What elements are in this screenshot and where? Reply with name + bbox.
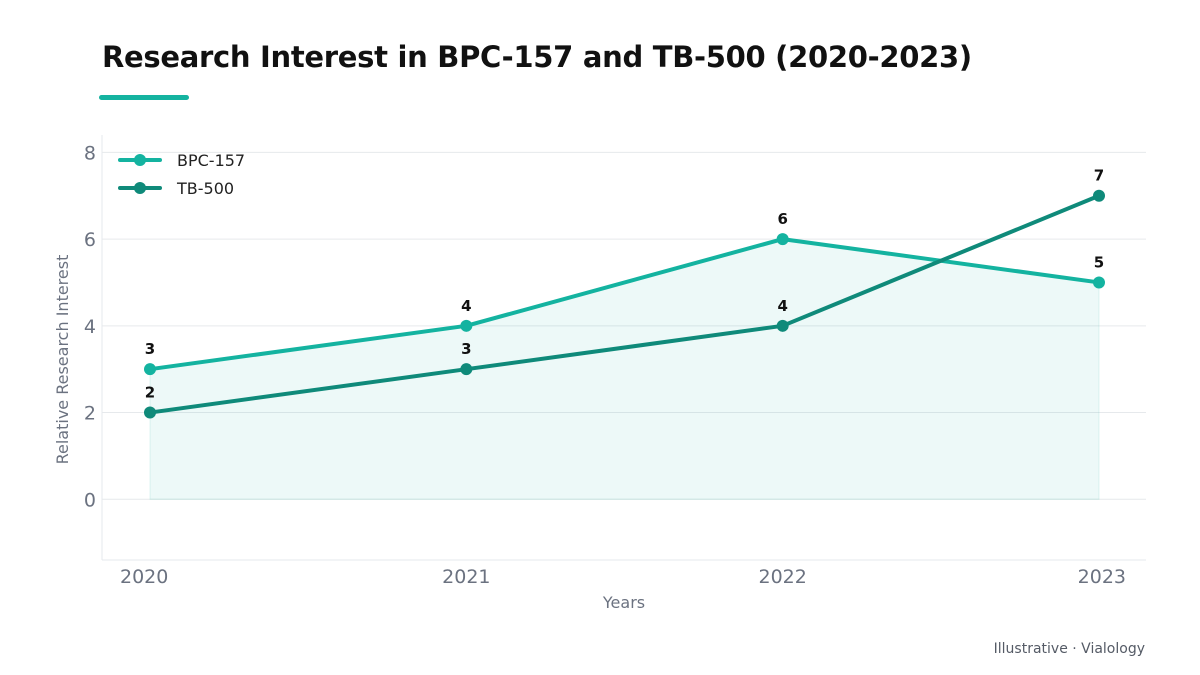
data-labels: 3 4 6 5 2 3 4 7 bbox=[145, 167, 1104, 402]
data-point-TB-500-2020 bbox=[144, 406, 156, 419]
data-point-BPC-157-2023 bbox=[1093, 276, 1105, 289]
chart-title: Research Interest in BPC-157 and TB-500 … bbox=[102, 40, 972, 74]
data-label-TB-500-2021: 3 bbox=[461, 340, 471, 358]
data-label-BPC-157-2021: 4 bbox=[461, 297, 471, 315]
data-point-BPC-157-2020 bbox=[144, 363, 156, 376]
y-tick-label-8: 8 bbox=[84, 142, 96, 164]
source-note: Illustrative · Vialology bbox=[993, 641, 1145, 657]
data-label-TB-500-2022: 4 bbox=[777, 297, 787, 315]
title-underline bbox=[99, 95, 189, 100]
data-point-BPC-157-2021 bbox=[460, 319, 473, 332]
y-tick-label-4: 4 bbox=[84, 316, 96, 338]
x-tick-label-2021: 2021 bbox=[442, 566, 490, 588]
grid-lines bbox=[102, 151, 1146, 500]
legend-swatch-marker-TB-500 bbox=[134, 182, 146, 194]
area-BPC-157 bbox=[149, 238, 1100, 500]
y-tick-label-6: 6 bbox=[84, 229, 96, 251]
data-label-BPC-157-2023: 5 bbox=[1094, 253, 1104, 271]
area-fills bbox=[149, 238, 1100, 500]
x-axis-title: Years bbox=[602, 593, 645, 612]
legend-label-BPC-157: BPC-157 bbox=[177, 151, 245, 170]
data-point-BPC-157-2022 bbox=[776, 233, 789, 246]
legend: BPC-157 TB-500 bbox=[118, 151, 245, 198]
y-axis-ticks: 0 2 4 6 8 bbox=[84, 142, 96, 511]
series-lines bbox=[148, 193, 1101, 415]
y-tick-label-2: 2 bbox=[84, 403, 96, 425]
data-point-TB-500-2023 bbox=[1093, 189, 1105, 202]
x-tick-label-2022: 2022 bbox=[758, 566, 806, 588]
data-label-TB-500-2023: 7 bbox=[1094, 167, 1104, 185]
series-line-TB-500 bbox=[148, 193, 1101, 415]
plot-frame bbox=[101, 135, 1146, 561]
x-tick-label-2023: 2023 bbox=[1078, 566, 1126, 588]
y-axis-title: Relative Research Interest bbox=[53, 255, 72, 465]
x-axis-ticks: 2020 2021 2022 2023 bbox=[120, 566, 1126, 588]
legend-swatch-marker-BPC-157 bbox=[134, 154, 146, 166]
y-tick-label-0: 0 bbox=[84, 489, 96, 511]
legend-label-TB-500: TB-500 bbox=[176, 179, 234, 198]
data-point-TB-500-2022 bbox=[776, 319, 789, 332]
x-tick-label-2020: 2020 bbox=[120, 566, 168, 588]
data-label-BPC-157-2020: 3 bbox=[145, 340, 155, 358]
data-label-BPC-157-2022: 6 bbox=[777, 210, 787, 228]
data-label-TB-500-2020: 2 bbox=[145, 384, 155, 402]
data-points bbox=[144, 189, 1105, 419]
data-point-TB-500-2021 bbox=[460, 363, 473, 376]
